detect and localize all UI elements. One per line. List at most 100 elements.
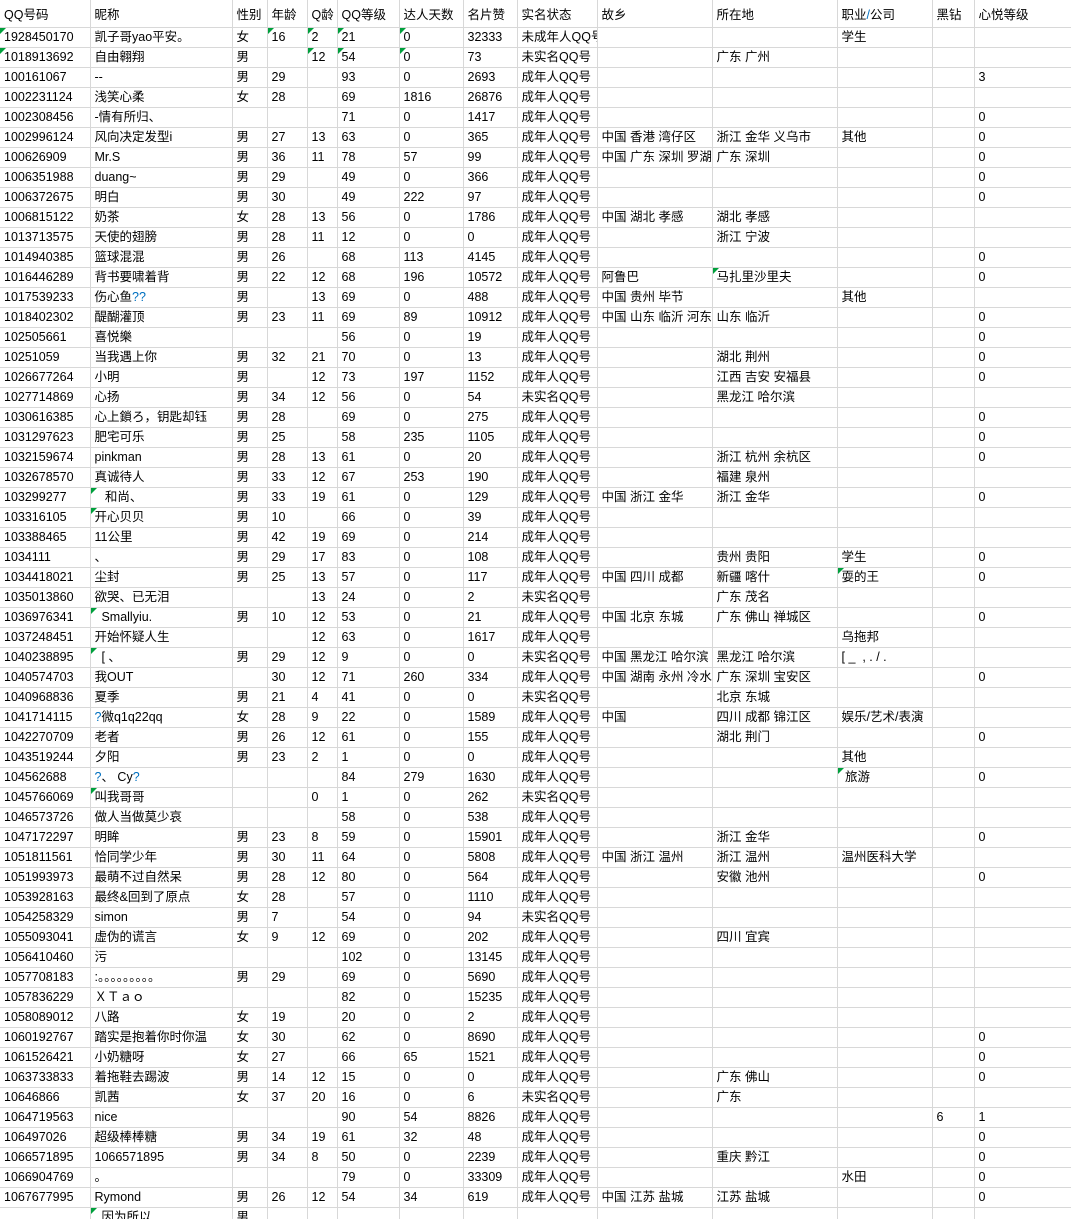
cell-xinyue[interactable]: 0 bbox=[974, 167, 1071, 188]
cell-level[interactable]: 69 bbox=[337, 87, 400, 108]
cell-diamond[interactable] bbox=[932, 747, 975, 768]
cell-job[interactable] bbox=[837, 967, 933, 988]
cell-diamond[interactable] bbox=[932, 47, 975, 68]
cell-status[interactable]: 成年人QQ号 bbox=[517, 1007, 598, 1028]
cell-qq[interactable]: 1057708183 bbox=[0, 967, 91, 988]
cell-hometown[interactable] bbox=[597, 187, 713, 208]
cell-age[interactable] bbox=[267, 947, 308, 968]
cell-qq[interactable]: 1058089012 bbox=[0, 1007, 91, 1028]
cell-diamond[interactable] bbox=[932, 927, 975, 948]
cell-location[interactable] bbox=[712, 27, 838, 48]
cell-status[interactable]: 成年人QQ号 bbox=[517, 887, 598, 908]
cell-job[interactable]: 其他 bbox=[837, 287, 933, 308]
cell-gender[interactable] bbox=[232, 327, 268, 348]
cell-level[interactable]: 66 bbox=[337, 1047, 400, 1068]
cell-qage[interactable] bbox=[307, 327, 338, 348]
cell-qq[interactable]: 1045766069 bbox=[0, 787, 91, 808]
cell-location[interactable] bbox=[712, 887, 838, 908]
cell-age[interactable] bbox=[267, 107, 308, 128]
cell-qq[interactable]: 1040238895 bbox=[0, 647, 91, 668]
cell-qq[interactable]: 10646866 bbox=[0, 1087, 91, 1108]
cell-likes[interactable]: 73 bbox=[463, 47, 518, 68]
cell-nick[interactable]: 小明 bbox=[90, 367, 233, 388]
cell-status[interactable]: 成年人QQ号 bbox=[517, 507, 598, 528]
cell-qage[interactable]: 8 bbox=[307, 827, 338, 848]
cell-job[interactable] bbox=[837, 467, 933, 488]
cell-days[interactable]: 0 bbox=[399, 507, 464, 528]
cell-likes[interactable]: 564 bbox=[463, 867, 518, 888]
cell-job[interactable] bbox=[837, 587, 933, 608]
cell-likes[interactable]: 488 bbox=[463, 287, 518, 308]
cell-days[interactable]: 57 bbox=[399, 147, 464, 168]
cell-hometown[interactable]: 中国 山东 临沂 河东区 bbox=[597, 307, 713, 328]
cell-nick[interactable]: simon bbox=[90, 907, 233, 928]
cell-hometown[interactable] bbox=[597, 107, 713, 128]
cell-days[interactable]: 222 bbox=[399, 187, 464, 208]
cell-xinyue[interactable]: 0 bbox=[974, 187, 1071, 208]
cell-job[interactable] bbox=[837, 187, 933, 208]
cell-gender[interactable]: 男 bbox=[232, 1127, 268, 1148]
cell-gender[interactable] bbox=[232, 807, 268, 828]
cell-job[interactable] bbox=[837, 1047, 933, 1068]
cell-xinyue[interactable]: 0 bbox=[974, 1047, 1071, 1068]
cell-xinyue[interactable] bbox=[974, 987, 1071, 1008]
cell-age[interactable]: 26 bbox=[267, 1187, 308, 1208]
cell-likes[interactable]: 1105 bbox=[463, 427, 518, 448]
cell-location[interactable]: 贵州 贵阳 bbox=[712, 547, 838, 568]
cell-gender[interactable] bbox=[232, 627, 268, 648]
cell-qq[interactable]: 1035013860 bbox=[0, 587, 91, 608]
cell-age[interactable] bbox=[267, 367, 308, 388]
cell-nick[interactable]: 尘封 bbox=[90, 567, 233, 588]
cell-level[interactable]: 12 bbox=[337, 227, 400, 248]
cell-nick[interactable]: 做人当做莫少哀 bbox=[90, 807, 233, 828]
cell-age[interactable]: 30 bbox=[267, 187, 308, 208]
cell-age[interactable]: 27 bbox=[267, 127, 308, 148]
cell-job[interactable] bbox=[837, 787, 933, 808]
cell-job[interactable] bbox=[837, 507, 933, 528]
cell-likes[interactable]: 108 bbox=[463, 547, 518, 568]
cell-age[interactable]: 23 bbox=[267, 747, 308, 768]
cell-level[interactable]: 24 bbox=[337, 587, 400, 608]
cell-level[interactable]: 82 bbox=[337, 987, 400, 1008]
cell-location[interactable] bbox=[712, 67, 838, 88]
cell-days[interactable]: 0 bbox=[399, 207, 464, 228]
cell-diamond[interactable] bbox=[932, 867, 975, 888]
cell-gender[interactable] bbox=[232, 107, 268, 128]
cell-location[interactable] bbox=[712, 1027, 838, 1048]
cell-hometown[interactable] bbox=[597, 887, 713, 908]
cell-job[interactable] bbox=[837, 407, 933, 428]
cell-hometown[interactable] bbox=[597, 787, 713, 808]
header-location[interactable]: 所在地 bbox=[712, 0, 838, 28]
cell-job[interactable] bbox=[837, 1147, 933, 1168]
cell-status[interactable]: 成年人QQ号 bbox=[517, 87, 598, 108]
cell-diamond[interactable] bbox=[932, 547, 975, 568]
cell-hometown[interactable] bbox=[597, 807, 713, 828]
cell-xinyue[interactable]: 0 bbox=[974, 267, 1071, 288]
cell-xinyue[interactable] bbox=[974, 927, 1071, 948]
cell-qage[interactable]: 0 bbox=[307, 787, 338, 808]
cell-likes[interactable]: 1786 bbox=[463, 207, 518, 228]
cell-age[interactable]: 25 bbox=[267, 427, 308, 448]
cell-job[interactable] bbox=[837, 247, 933, 268]
cell-hometown[interactable] bbox=[597, 687, 713, 708]
cell-age[interactable]: 28 bbox=[267, 407, 308, 428]
cell-likes[interactable]: 202 bbox=[463, 927, 518, 948]
cell-age[interactable] bbox=[267, 287, 308, 308]
cell-age[interactable]: 10 bbox=[267, 607, 308, 628]
cell-likes[interactable]: 1152 bbox=[463, 367, 518, 388]
cell-job[interactable]: 娱乐/艺术/表演 bbox=[837, 707, 933, 728]
cell-likes[interactable]: 10572 bbox=[463, 267, 518, 288]
cell-likes[interactable]: 5808 bbox=[463, 847, 518, 868]
cell-nick[interactable]: 浅笑心柔 bbox=[90, 87, 233, 108]
cell-nick[interactable]: 喜悦樂 bbox=[90, 327, 233, 348]
cell-location[interactable] bbox=[712, 907, 838, 928]
cell-qq[interactable]: 1017539233 bbox=[0, 287, 91, 308]
cell-xinyue[interactable]: 0 bbox=[974, 107, 1071, 128]
cell-nick[interactable]: 欲哭、已无泪 bbox=[90, 587, 233, 608]
cell-nick[interactable]: 。 bbox=[90, 1167, 233, 1188]
cell-level[interactable]: 90 bbox=[337, 1107, 400, 1128]
cell-diamond[interactable] bbox=[932, 267, 975, 288]
cell-diamond[interactable] bbox=[932, 347, 975, 368]
cell-qage[interactable] bbox=[307, 1047, 338, 1068]
cell-status[interactable]: 未成年人QQ号 bbox=[517, 27, 598, 48]
